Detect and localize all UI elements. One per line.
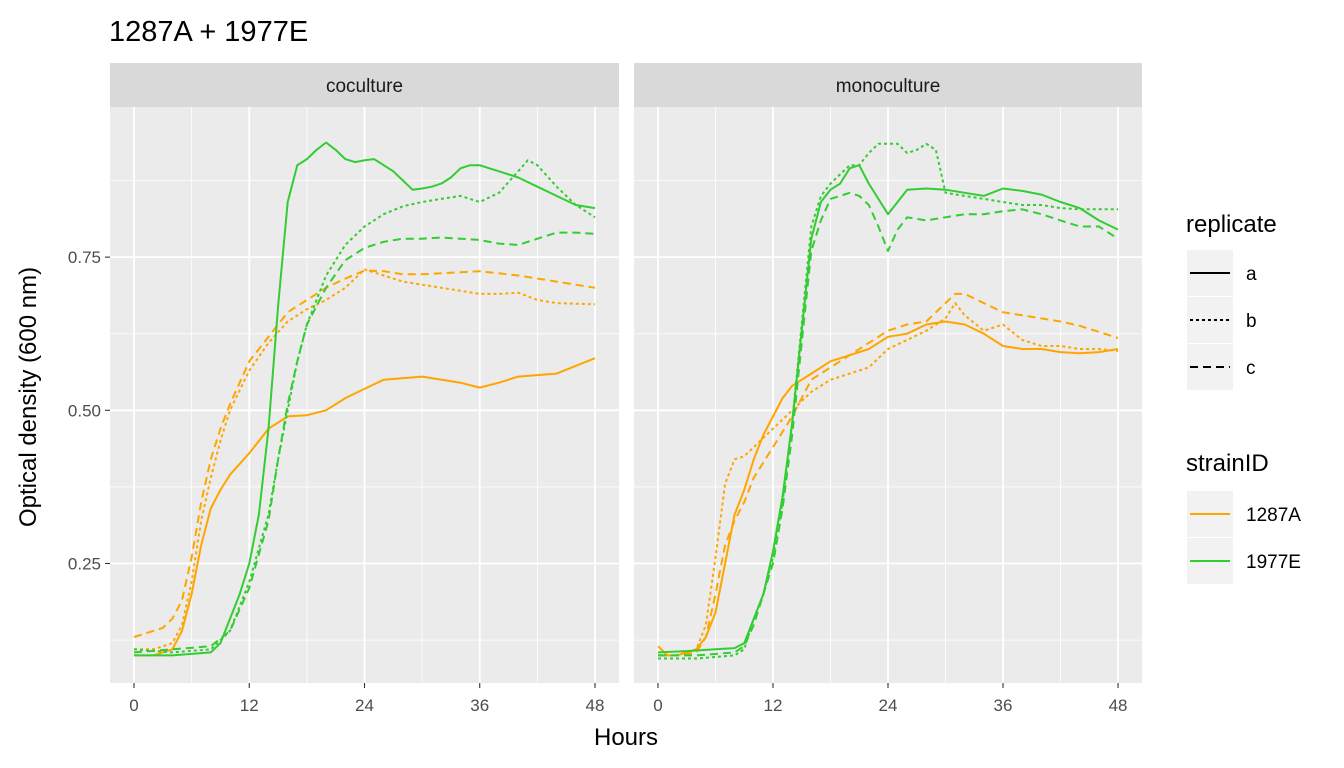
legend-label-strainID: 1287A [1246,505,1301,526]
legend: replicate a b c strainID 1287A 1977E [1186,211,1301,584]
x-tick-label: 48 [1109,696,1128,715]
y-tick-label: 0.75 [68,248,101,267]
x-tick-label: 36 [470,696,489,715]
series-line-1977E-a [134,141,596,657]
x-tick-label: 24 [355,696,374,715]
series-line-1977E-c [133,231,596,654]
x-tick-label: 12 [240,696,259,715]
facet-strip-label: monoculture [836,76,941,97]
series-line-1287A-b [658,302,1119,657]
facet-strip [634,63,1142,107]
x-axis-title: Hours [594,724,658,751]
legend-label-strainID: 1977E [1246,552,1301,573]
panel-coculture: coculture 0 12 24 36 48 [110,63,619,715]
legend-label-replicate: b [1246,311,1257,332]
legend-title-replicate: replicate [1186,211,1277,238]
x-tick-label: 36 [994,696,1013,715]
facet-panels: coculture 0 12 24 36 48 monoculture 0 12 24 36 48 [110,63,1142,715]
series-line-1977E-b [133,159,596,654]
series-line-1977E-c [658,191,1119,657]
legend-label-replicate: a [1246,264,1257,285]
y-tick-label: 0.50 [68,401,101,420]
x-tick-label: 12 [764,696,783,715]
x-tick-label: 24 [879,696,898,715]
legend-label-replicate: c [1246,358,1256,379]
x-tick-label: 0 [653,696,662,715]
y-tick-label: 0.25 [68,555,101,574]
series-line-1287A-c [658,292,1119,657]
legend-title-strainID: strainID [1186,450,1269,477]
chart-title: 1287A + 1977E [109,16,308,48]
panel-monoculture: monoculture 0 12 24 36 48 [634,63,1142,715]
x-tick-label: 48 [586,696,605,715]
series-line-1287A-a [134,357,596,657]
y-axis: 0.25 0.50 0.75 [68,248,110,574]
facet-strip [110,63,619,107]
y-axis-title: Optical density (600 nm) [15,267,42,527]
x-tick-label: 0 [129,696,138,715]
series-line-1287A-a [657,320,1119,657]
facet-strip-label: coculture [326,76,403,97]
